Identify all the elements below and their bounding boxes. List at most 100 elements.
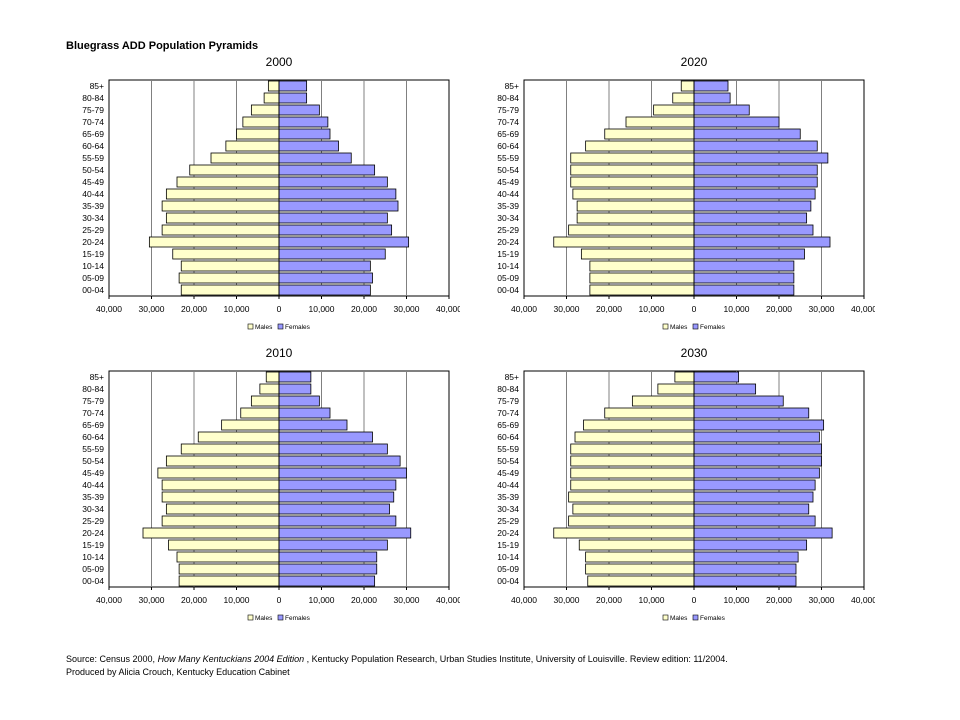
tick-label-25-29: 25-29 [82, 225, 104, 235]
tick-label-10-14: 10-14 [497, 552, 519, 562]
tick-label-30-34: 30-34 [82, 213, 104, 223]
tick-label-65-69: 65-69 [497, 129, 519, 139]
bar-females-75-79 [693, 104, 750, 116]
bar-females-35-39 [278, 200, 399, 212]
bar-females-15-19 [278, 248, 386, 260]
x-tick-label: 10,000 [724, 304, 750, 314]
tick-label-65-69: 65-69 [497, 420, 519, 430]
tick-label-00-04: 00-04 [82, 285, 104, 295]
bar-females-30-34 [278, 212, 388, 224]
x-tick-label: 0 [692, 304, 697, 314]
tick-label-00-04: 00-04 [497, 576, 519, 586]
bar-females-00-04 [278, 575, 376, 587]
tick-label-40-44: 40-44 [497, 480, 519, 490]
x-tick-label: 20,000 [351, 595, 377, 605]
bar-males-70-74 [240, 407, 280, 419]
bar-females-75-79 [693, 395, 784, 407]
bar-males-80-84 [263, 92, 280, 104]
legend-swatch-males [247, 323, 254, 330]
bar-females-00-04 [693, 575, 797, 587]
tick-label-65-69: 65-69 [82, 129, 104, 139]
chart-title: 2030 [681, 346, 708, 360]
x-tick-label: 20,000 [181, 595, 207, 605]
bar-females-20-24 [693, 236, 831, 248]
tick-label-70-74: 70-74 [82, 408, 104, 418]
bar-females-50-54 [278, 455, 401, 467]
legend-swatch-males [247, 614, 254, 621]
x-tick-label: 20,000 [596, 595, 622, 605]
bar-females-50-54 [693, 164, 818, 176]
bar-males-50-54 [570, 455, 695, 467]
tick-label-60-64: 60-64 [82, 141, 104, 151]
bar-females-60-64 [278, 431, 373, 443]
bar-females-35-39 [693, 491, 814, 503]
page-title: Bluegrass ADD Population Pyramids [66, 40, 259, 52]
bar-females-60-64 [693, 140, 818, 152]
bar-females-60-64 [278, 140, 339, 152]
bar-males-30-34 [576, 212, 695, 224]
bar-males-50-54 [570, 164, 695, 176]
chart-svg: 2020 85+ 80-84 75-79 70-74 65-69 60-64 55-59 50-… [497, 55, 875, 331]
bar-females-05-09 [693, 563, 797, 575]
bar-males-20-24 [142, 527, 280, 539]
bar-females-10-14 [693, 260, 795, 272]
bar-males-55-59 [570, 152, 695, 164]
bar-females-30-34 [278, 503, 390, 515]
bar-males-05-09 [585, 563, 695, 575]
source-title: How Many Kentuckians 2004 Edition [157, 654, 305, 664]
chart-svg: 2000 85+ 80-84 75-79 70-74 65-69 60-64 55-59 50-… [82, 55, 460, 331]
x-tick-label: 30,000 [139, 595, 165, 605]
x-tick-label: 30,000 [809, 595, 835, 605]
tick-label-85+: 85+ [505, 81, 519, 91]
tick-label-80-84: 80-84 [497, 93, 519, 103]
bar-females-50-54 [278, 164, 376, 176]
bar-females-25-29 [278, 515, 397, 527]
x-tick-label: 20,000 [181, 304, 207, 314]
bar-females-45-49 [278, 176, 388, 188]
bar-males-15-19 [172, 248, 280, 260]
tick-label-20-24: 20-24 [497, 237, 519, 247]
bar-males-65-69 [236, 128, 280, 140]
tick-label-25-29: 25-29 [497, 516, 519, 526]
bar-males-20-24 [553, 236, 695, 248]
bar-males-20-24 [148, 236, 280, 248]
bar-females-05-09 [278, 563, 378, 575]
bar-males-25-29 [161, 224, 280, 236]
x-tick-label: 30,000 [394, 595, 420, 605]
x-tick-label: 40,000 [511, 595, 537, 605]
bar-females-70-74 [693, 116, 780, 128]
bar-females-75-79 [278, 395, 320, 407]
footer: Source: Census 2000, How Many Kentuckian… [66, 653, 728, 679]
legend-swatch-females [692, 323, 699, 330]
tick-label-40-44: 40-44 [82, 189, 104, 199]
bar-males-45-49 [157, 467, 280, 479]
tick-label-40-44: 40-44 [497, 189, 519, 199]
bar-females-35-39 [693, 200, 812, 212]
bar-males-70-74 [242, 116, 280, 128]
source-suffix: , Kentucky Population Research, Urban St… [304, 654, 728, 664]
bar-males-15-19 [578, 539, 695, 551]
legend-label-males: Males [255, 615, 273, 622]
chart-title: 2010 [266, 346, 293, 360]
tick-label-55-59: 55-59 [82, 444, 104, 454]
tick-label-10-14: 10-14 [82, 261, 104, 271]
bar-females-45-49 [278, 467, 407, 479]
x-tick-label: 10,000 [309, 595, 335, 605]
bar-females-20-24 [278, 527, 412, 539]
tick-label-40-44: 40-44 [82, 480, 104, 490]
tick-label-45-49: 45-49 [82, 177, 104, 187]
tick-label-20-24: 20-24 [497, 528, 519, 538]
tick-label-15-19: 15-19 [497, 249, 519, 259]
x-tick-label: 40,000 [511, 304, 537, 314]
bar-females-25-29 [693, 515, 816, 527]
bar-females-80-84 [693, 383, 757, 395]
bar-females-20-24 [278, 236, 410, 248]
x-tick-label: 30,000 [139, 304, 165, 314]
x-tick-label: 0 [277, 304, 282, 314]
bar-females-50-54 [693, 455, 822, 467]
tick-label-15-19: 15-19 [82, 249, 104, 259]
bar-males-05-09 [178, 563, 280, 575]
legend-label-females: Females [285, 615, 311, 622]
bar-males-65-69 [604, 128, 695, 140]
tick-label-45-49: 45-49 [497, 468, 519, 478]
